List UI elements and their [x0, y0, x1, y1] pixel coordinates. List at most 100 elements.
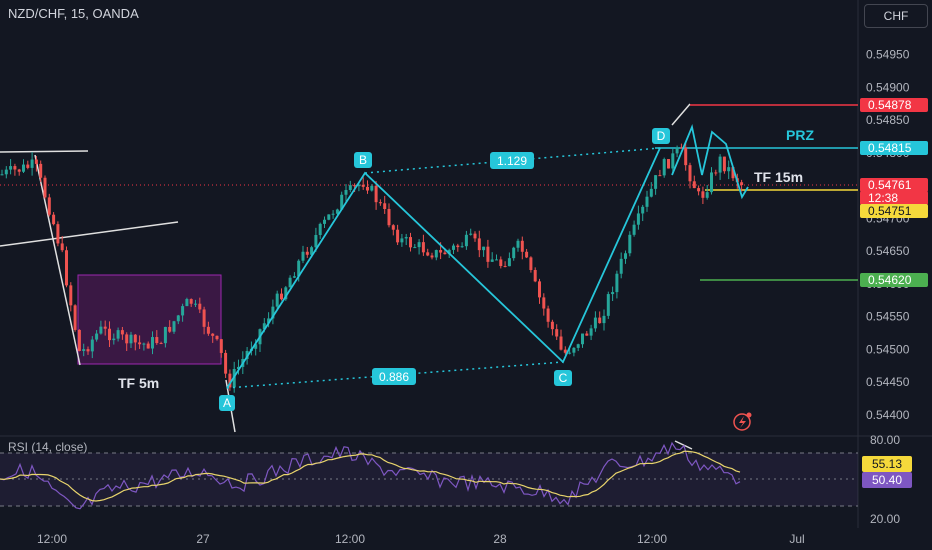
candle-body [52, 214, 56, 225]
ratio-line-bd[interactable] [364, 147, 661, 174]
tf5m-annotation[interactable]: TF 5m [118, 375, 159, 391]
ratio-label-0886[interactable]: 0.886 [372, 368, 416, 385]
candle-body [4, 169, 8, 175]
candle-body [275, 293, 279, 307]
price-tag: 0.54878 [860, 98, 928, 112]
candle-body [206, 326, 210, 334]
lightning-icon[interactable] [733, 412, 752, 431]
tf5m-box[interactable] [77, 274, 222, 365]
candle-body [740, 182, 744, 186]
prz-annotation[interactable]: PRZ [786, 127, 814, 143]
candle-body [56, 224, 60, 244]
candle-body [9, 166, 13, 170]
candle-body [679, 147, 683, 149]
svg-text:50.40: 50.40 [872, 473, 902, 487]
candle-body [219, 339, 223, 353]
candle-body [417, 242, 421, 248]
trendline-rsi[interactable] [674, 440, 693, 450]
candle-body [370, 185, 374, 191]
point-a-label[interactable]: A [219, 395, 235, 411]
candle-body [361, 184, 365, 187]
candle-body [26, 164, 30, 168]
candle-body [95, 333, 99, 340]
candle-body [103, 326, 107, 329]
candle-body [245, 350, 249, 359]
candle-body [284, 287, 288, 300]
candle-body [30, 159, 34, 168]
candle-body [323, 219, 326, 224]
point-d-label[interactable]: D [652, 128, 670, 144]
candle-body [288, 277, 292, 288]
svg-text:0.54620: 0.54620 [868, 273, 912, 287]
price-tag: 0.54620 [860, 273, 928, 287]
tf15m-pattern[interactable] [671, 123, 749, 200]
candle-body [512, 247, 516, 259]
rsi-tick-80: 80.00 [870, 433, 900, 447]
rsi-ma-line [0, 450, 741, 502]
abcd-pattern[interactable] [226, 147, 661, 389]
candle-body [572, 347, 576, 353]
trendline-mid[interactable] [0, 221, 179, 247]
trendline-top[interactable] [0, 150, 89, 153]
candle-body [60, 243, 64, 251]
candle-body [701, 191, 705, 198]
candle-body [224, 352, 228, 374]
ratio-label-1129[interactable]: 1.129 [490, 152, 534, 169]
candle-body [77, 329, 81, 351]
price-tag: 0.54815 [860, 141, 928, 155]
candle-body [520, 240, 524, 252]
candle-body [237, 366, 240, 370]
candle-body [409, 237, 412, 248]
candle-body [215, 335, 219, 340]
candle-body [718, 156, 722, 173]
point-b-label[interactable]: B [354, 152, 372, 168]
candle-body [559, 336, 563, 350]
rsi-tick-20: 20.00 [870, 512, 900, 526]
candle-body [314, 234, 318, 248]
candle-body [705, 192, 709, 198]
price-tag: 0.54751 [860, 204, 928, 218]
price-tick: 0.54950 [866, 48, 910, 62]
candle-body [456, 245, 460, 248]
svg-text:0.54815: 0.54815 [868, 141, 912, 155]
trendline-d[interactable] [671, 103, 691, 126]
candle-body [181, 306, 185, 316]
svg-text:A: A [223, 396, 231, 410]
candle-body [404, 237, 408, 239]
candle-body [340, 194, 344, 210]
candle-body [430, 255, 434, 258]
candle-body [198, 303, 202, 310]
candle-body [546, 308, 550, 322]
svg-text:D: D [657, 129, 666, 143]
candle-body [400, 238, 404, 243]
candle-body [120, 330, 124, 335]
trendline-left[interactable] [34, 154, 81, 366]
candle-body [69, 285, 73, 306]
point-c-label[interactable]: C [554, 370, 572, 386]
candle-body [421, 242, 425, 253]
candle-body [168, 326, 172, 332]
candle-body [189, 299, 193, 304]
candle-body [0, 174, 4, 176]
price-tick: 0.54900 [866, 80, 910, 94]
currency-button[interactable]: CHF [864, 4, 928, 28]
candle-body [185, 299, 189, 307]
candle-body [108, 328, 111, 341]
candle-body [619, 258, 623, 274]
candles [0, 142, 744, 393]
time-axis[interactable]: 12:00 27 12:00 28 12:00 Jul [37, 532, 805, 546]
candle-body [211, 333, 215, 336]
candle-body [516, 240, 520, 248]
time-tick: Jul [789, 532, 804, 546]
candle-body [598, 317, 602, 324]
tf15m-annotation[interactable]: TF 15m [754, 169, 803, 185]
candle-body [301, 251, 305, 261]
candle-body [133, 334, 137, 343]
candle-body [611, 292, 615, 295]
candle-body [116, 330, 120, 339]
candle-body [538, 281, 541, 298]
candle-body [589, 328, 593, 336]
candle-body [632, 224, 636, 235]
